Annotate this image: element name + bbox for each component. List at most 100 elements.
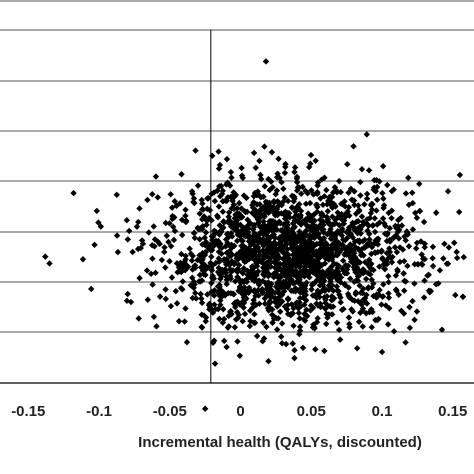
scatter-point [292, 288, 299, 295]
scatter-point [333, 319, 341, 326]
scatter-point [284, 301, 291, 309]
scatter-point [150, 313, 158, 321]
scatter-point [357, 251, 365, 259]
scatter-point [124, 290, 131, 298]
scatter-point [156, 293, 164, 300]
scatter-point [291, 346, 298, 354]
scatter-point [344, 290, 352, 298]
scatter-point [420, 218, 428, 226]
scatter-point [379, 162, 387, 170]
scatter-point [266, 206, 274, 213]
x-tick-label: 0 [236, 403, 244, 420]
scatter-point [189, 294, 196, 302]
scatter-point [223, 280, 230, 288]
scatter-point [335, 326, 343, 334]
scatter-point [429, 243, 437, 251]
scatter-point [417, 238, 425, 245]
scatter-point [280, 267, 288, 274]
scatter-point [230, 201, 238, 208]
scatter-point [350, 197, 358, 204]
scatter-point [336, 336, 344, 343]
scatter-point [307, 239, 315, 246]
scatter-point [373, 207, 380, 214]
scatter-point [264, 236, 272, 243]
scatter-point [306, 274, 313, 281]
scatter-point [293, 278, 301, 285]
scatter-point [307, 151, 315, 159]
scatter-point [205, 264, 212, 271]
scatter-point [398, 307, 405, 314]
scatter-point [223, 261, 230, 268]
scatter-point [293, 173, 301, 181]
scatter-point [272, 255, 279, 263]
scatter-point [166, 220, 173, 227]
scatter-point [133, 223, 141, 230]
scatter-point [253, 258, 261, 266]
x-tick-label: -0.05 [153, 403, 187, 420]
scatter-point [149, 255, 156, 262]
scatter-point [179, 260, 187, 268]
scatter-point [369, 222, 377, 229]
scatter-point [308, 281, 316, 289]
scatter-point [170, 236, 178, 244]
scatter-point [358, 166, 366, 173]
scatter-point [432, 209, 440, 216]
scatter-point [183, 339, 191, 346]
scatter-point [225, 209, 233, 216]
scatter-point [372, 249, 379, 257]
scatter-point [371, 240, 379, 247]
scatter-point [179, 278, 186, 285]
scatter-point [187, 250, 195, 258]
scatter-point [113, 191, 120, 199]
scatter-point [358, 213, 366, 220]
scatter-point [398, 222, 406, 229]
scatter-point [201, 241, 209, 249]
scatter-point [331, 220, 338, 228]
scatter-point [173, 202, 180, 209]
scatter-point [296, 294, 304, 302]
scatter-point [179, 286, 186, 293]
scatter-point [370, 184, 378, 191]
scatter-point [314, 259, 322, 266]
scatter-point [275, 286, 282, 293]
scatter-point [256, 252, 263, 259]
scatter-point [369, 200, 376, 208]
scatter-point [405, 174, 412, 181]
scatter-point [307, 307, 314, 314]
scatter-point [241, 232, 248, 239]
scatter-point [248, 267, 255, 274]
scatter-point [250, 192, 258, 200]
scatter-point [384, 321, 392, 328]
scatter-point [255, 292, 262, 299]
scatter-point [359, 218, 367, 226]
scatter-point [378, 301, 385, 308]
scatter-point [402, 237, 409, 244]
scatter-point [388, 214, 395, 222]
scatter-point [363, 291, 370, 299]
scatter-point [284, 296, 292, 303]
scatter-point [273, 326, 281, 333]
scatter-point [218, 190, 226, 198]
scatter-point [190, 230, 198, 237]
x-axis-title: Incremental health (QALYs, discounted) [138, 434, 422, 451]
scatter-point [368, 306, 375, 313]
scatter-point [388, 259, 396, 266]
scatter-point [376, 263, 383, 270]
scatter-point [353, 345, 361, 352]
scatter-point [319, 201, 327, 209]
scatter-point [303, 306, 310, 314]
scatter-point [344, 262, 352, 270]
scatter-point [366, 263, 373, 271]
scatter-point [250, 149, 258, 157]
scatter-point [294, 179, 301, 186]
scatter-point [215, 305, 222, 313]
scatter-point [401, 277, 408, 285]
scatter-point [287, 262, 295, 269]
scatter-point [379, 255, 386, 262]
scatter-point [234, 314, 242, 322]
scatter-point [190, 198, 197, 206]
scatter-point [275, 315, 282, 322]
scatter-point [215, 165, 223, 172]
scatter-point [307, 302, 315, 309]
scatter-point [294, 218, 302, 226]
